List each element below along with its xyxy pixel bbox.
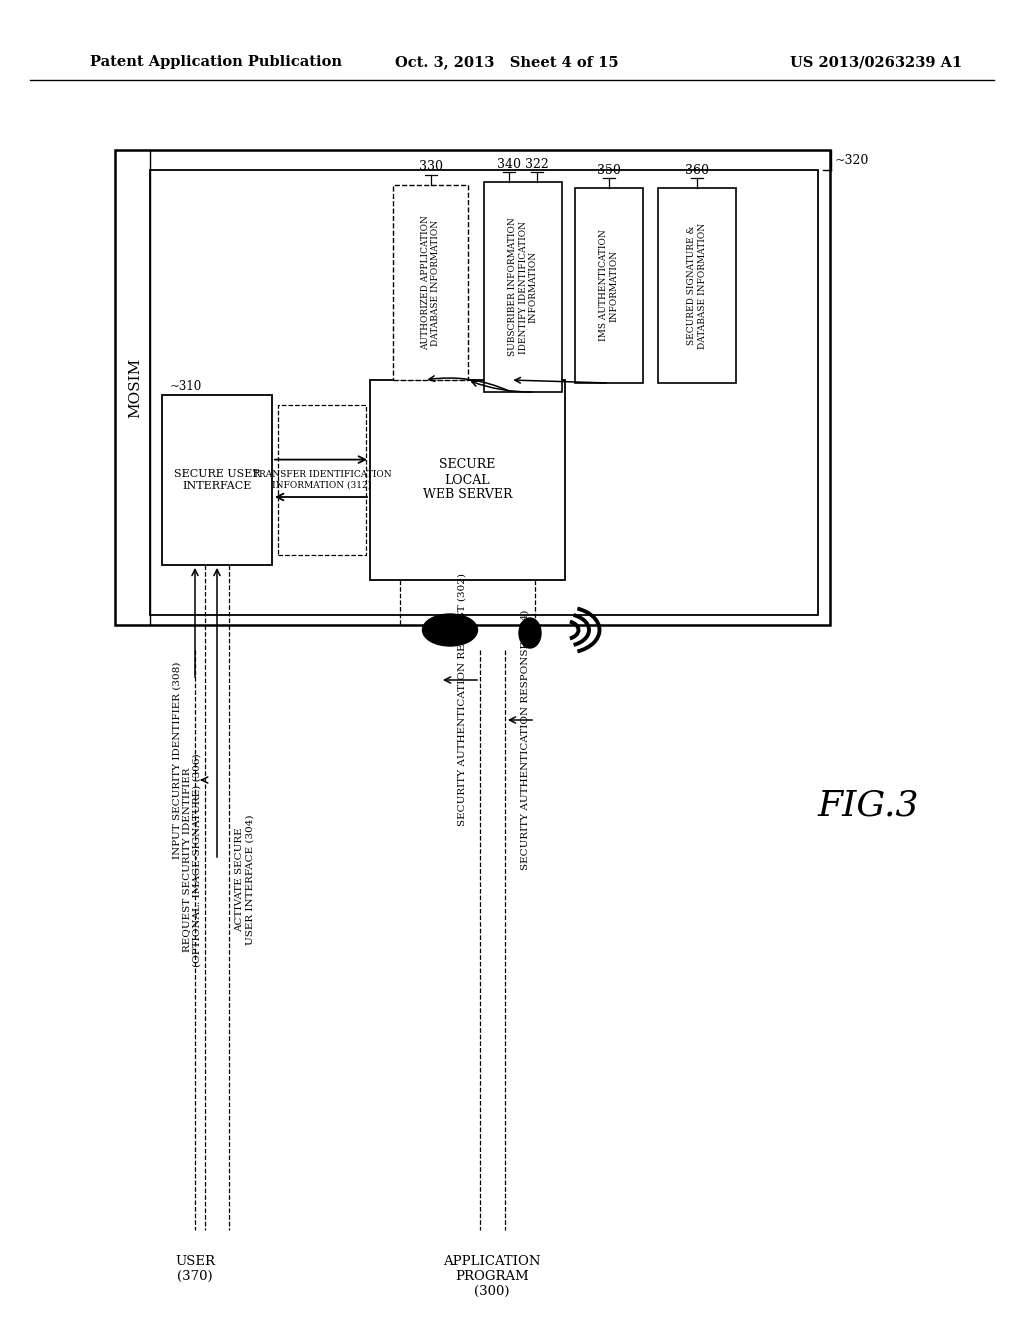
Text: INPUT SECURITY IDENTIFIER (308): INPUT SECURITY IDENTIFIER (308) <box>172 661 181 859</box>
Text: 322: 322 <box>525 157 549 170</box>
Text: SUBSCRIBER INFORMATION
IDENTIFY IDENTIFICATION
INFORMATION: SUBSCRIBER INFORMATION IDENTIFY IDENTIFI… <box>508 218 538 356</box>
Text: APPLICATION
PROGRAM
(300): APPLICATION PROGRAM (300) <box>443 1255 541 1298</box>
Text: MOSIM: MOSIM <box>128 358 142 417</box>
Text: ~310: ~310 <box>170 380 203 393</box>
Text: TRANSFER IDENTIFICATION
INFORMATION (312): TRANSFER IDENTIFICATION INFORMATION (312… <box>253 470 391 490</box>
Text: ACTIVATE SECURE
USER INTERFACE (304): ACTIVATE SECURE USER INTERFACE (304) <box>236 814 255 945</box>
Text: US 2013/0263239 A1: US 2013/0263239 A1 <box>790 55 963 69</box>
Text: 360: 360 <box>685 164 709 177</box>
Text: AUTHORIZED APPLICATION
DATABASE INFORMATION: AUTHORIZED APPLICATION DATABASE INFORMAT… <box>421 215 440 350</box>
Text: 330: 330 <box>419 161 442 173</box>
Ellipse shape <box>423 614 477 645</box>
Bar <box>575 187 643 383</box>
Bar <box>150 170 818 615</box>
Bar <box>393 185 468 380</box>
Text: Oct. 3, 2013   Sheet 4 of 15: Oct. 3, 2013 Sheet 4 of 15 <box>395 55 618 69</box>
Ellipse shape <box>519 618 541 648</box>
Text: 340: 340 <box>497 157 521 170</box>
Bar <box>484 182 562 392</box>
Text: 350: 350 <box>597 164 621 177</box>
Text: REQUEST SECURITY IDENTIFIER
(OPTIONAL: IMAGE-SIGNATURE) (306): REQUEST SECURITY IDENTIFIER (OPTIONAL: I… <box>182 754 202 966</box>
Text: SECURE USER
INTERFACE: SECURE USER INTERFACE <box>174 469 260 491</box>
Bar <box>278 405 366 554</box>
Text: FIG.3: FIG.3 <box>817 788 919 822</box>
Text: USER
(370): USER (370) <box>175 1255 215 1283</box>
Bar <box>162 395 272 565</box>
Text: ~320: ~320 <box>835 153 869 166</box>
Text: IMS AUTHENTICATION
INFORMATION: IMS AUTHENTICATION INFORMATION <box>599 230 618 342</box>
Text: SECURED SIGNATURE &
DATABASE INFORMATION: SECURED SIGNATURE & DATABASE INFORMATION <box>687 223 707 348</box>
Text: SECURITY AUTHENTICATION RESPONSE (324): SECURITY AUTHENTICATION RESPONSE (324) <box>520 610 529 870</box>
Bar <box>658 187 736 383</box>
Text: SECURITY AUTHENTICATION REQUEST (302): SECURITY AUTHENTICATION REQUEST (302) <box>458 573 467 826</box>
Text: Patent Application Publication: Patent Application Publication <box>90 55 342 69</box>
Bar <box>370 380 565 579</box>
Text: SECURE
LOCAL
WEB SERVER: SECURE LOCAL WEB SERVER <box>423 458 512 502</box>
Bar <box>115 150 830 624</box>
